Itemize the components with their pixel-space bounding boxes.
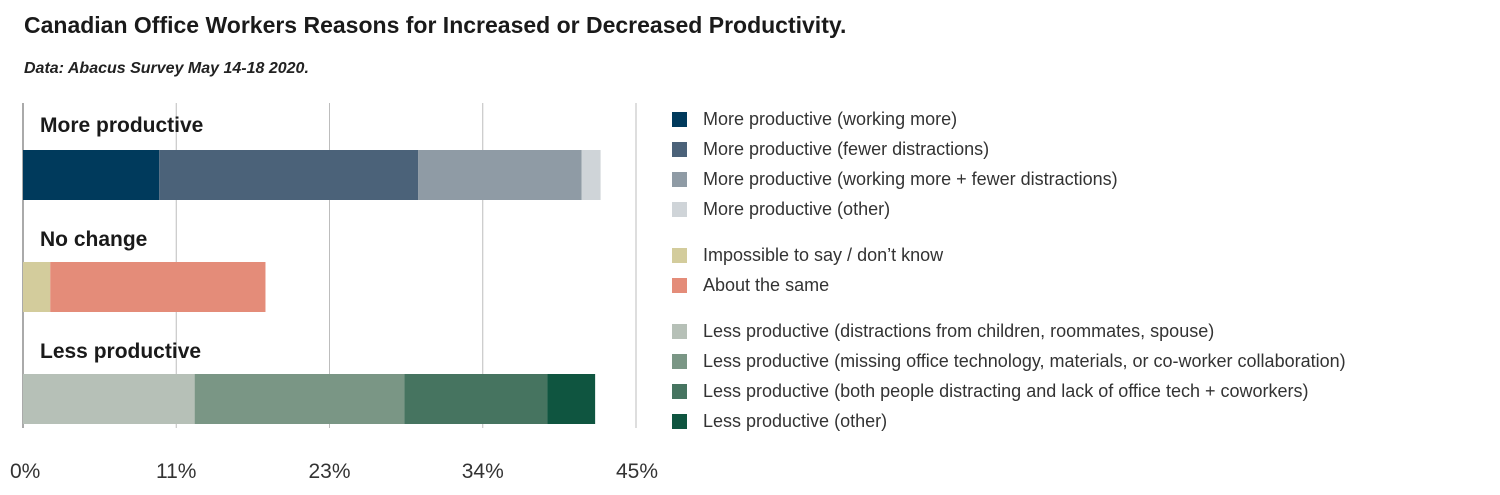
- legend-item: More productive (working more + fewer di…: [672, 164, 1492, 194]
- legend-label: More productive (working more): [703, 108, 958, 129]
- legend-swatch: [672, 277, 687, 293]
- legend-swatch: [672, 201, 687, 217]
- x-tick-label: 0%: [10, 460, 40, 483]
- legend-label: More productive (other): [703, 198, 891, 219]
- legend-label: About the same: [703, 274, 830, 295]
- legend-swatch: [672, 413, 687, 429]
- x-tick-label: 23%: [308, 460, 350, 483]
- legend-item: Less productive (both people distracting…: [672, 376, 1492, 406]
- legend-swatch: [672, 247, 687, 263]
- legend-label: More productive (fewer distractions): [703, 138, 990, 159]
- legend-item: Less productive (missing office technolo…: [672, 346, 1492, 376]
- bar-segment: [23, 374, 195, 424]
- legend-item: More productive (other): [672, 194, 1492, 224]
- bar-segment: [23, 150, 160, 200]
- bar-segment: [50, 262, 266, 312]
- legend-swatch: [672, 353, 687, 369]
- bar-segment: [547, 374, 596, 424]
- legend-label: Less productive (other): [703, 410, 888, 431]
- legend-label: Less productive (missing office technolo…: [703, 350, 1346, 371]
- bar-segment: [194, 374, 405, 424]
- legend-item: About the same: [672, 270, 1492, 300]
- x-tick-label: 11%: [156, 460, 196, 483]
- bar-segment: [23, 262, 51, 312]
- x-tick-label: 45%: [616, 460, 658, 483]
- legend-swatch: [672, 111, 687, 127]
- legend-group: Impossible to say / don’t know About the …: [672, 240, 1492, 300]
- legend-group: More productive (working more) More produ…: [672, 104, 1492, 224]
- category-label: No change: [40, 228, 147, 251]
- category-label: More productive: [40, 114, 203, 137]
- legend-label: Less productive (distractions from child…: [703, 320, 1215, 341]
- legend-item: More productive (working more): [672, 104, 1492, 134]
- legend-item: More productive (fewer distractions): [672, 134, 1492, 164]
- legend-swatch: [672, 141, 687, 157]
- chart-title: Canadian Office Workers Reasons for Incr…: [24, 12, 847, 38]
- chart-subtitle: Data: Abacus Survey May 14-18 2020.: [24, 60, 309, 77]
- chart-legend: More productive (working more) More produ…: [672, 104, 1492, 452]
- legend-item: Less productive (other): [672, 406, 1492, 436]
- category-label: Less productive: [40, 340, 201, 363]
- legend-label: Less productive (both people distracting…: [703, 380, 1309, 401]
- legend-swatch: [672, 171, 687, 187]
- legend-item: Impossible to say / don’t know: [672, 240, 1492, 270]
- bar-segment: [404, 374, 548, 424]
- legend-label: More productive (working more + fewer di…: [703, 168, 1118, 189]
- bar-segment: [159, 150, 419, 200]
- legend-group: Less productive (distractions from child…: [672, 316, 1492, 436]
- legend-item: Less productive (distractions from child…: [672, 316, 1492, 346]
- bar-segment: [581, 150, 601, 200]
- bar-segment: [418, 150, 582, 200]
- legend-label: Impossible to say / don’t know: [703, 244, 944, 265]
- legend-swatch: [672, 383, 687, 399]
- x-tick-label: 34%: [462, 460, 504, 483]
- legend-swatch: [672, 323, 687, 339]
- stacked-bar-chart: More productive No change Less productive 0…: [10, 103, 658, 483]
